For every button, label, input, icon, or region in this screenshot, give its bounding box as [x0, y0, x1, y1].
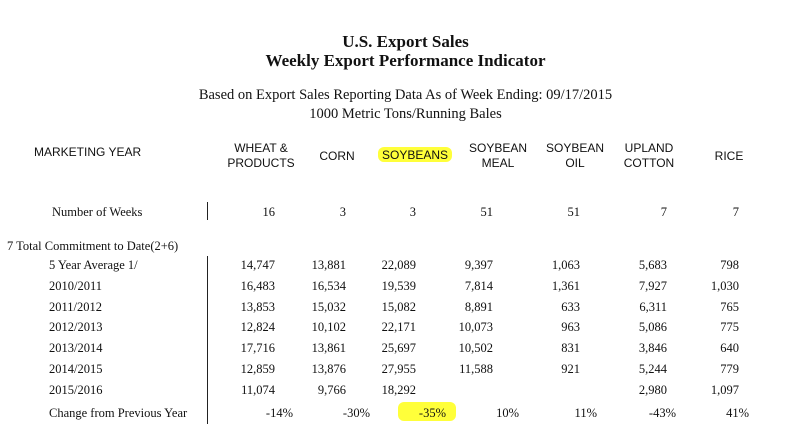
cell-soybeans: 27,955 [381, 362, 416, 376]
header-upland-cotton: UPLAND COTTON [614, 141, 684, 171]
cell-rice: 1,097 [710, 383, 739, 397]
header-marketing-year: MARKETING YEAR [34, 145, 142, 159]
row-label: 2013/2014 [49, 341, 103, 355]
cell-upland-cotton: 7,927 [638, 279, 667, 293]
change-upland-cotton: -43% [648, 406, 676, 420]
row-label: 2015/2016 [49, 383, 103, 397]
header-soybeans: SOYBEANS [381, 148, 449, 162]
change-wheat: -14% [265, 406, 293, 420]
header-upland-cotton-line1: UPLAND [624, 141, 674, 155]
cell-corn: 9,766 [317, 383, 346, 397]
report-subtitle: Weekly Export Performance Indicator [265, 51, 546, 70]
row-label: 2010/2011 [49, 279, 103, 293]
weeks-upland-cotton: 7 [660, 205, 667, 219]
header-soybean-oil-line2: OIL [565, 156, 585, 170]
header-corn: CORN [319, 149, 355, 163]
cell-corn: 13,881 [311, 258, 346, 272]
weeks-soybean-meal: 51 [480, 205, 494, 219]
cell-soybean-meal: 10,073 [458, 320, 493, 334]
header-soybean-oil-line1: SOYBEAN [545, 141, 605, 155]
cell-corn: 16,534 [311, 279, 346, 293]
cell-corn: 15,032 [311, 300, 346, 314]
cell-wheat: 14,747 [240, 258, 275, 272]
cell-upland-cotton: 6,311 [639, 300, 667, 314]
cell-wheat: 13,853 [240, 300, 275, 314]
cell-rice: 640 [720, 341, 739, 355]
cell-soybean-meal: 8,891 [464, 300, 493, 314]
cell-rice: 775 [720, 320, 739, 334]
change-soybean-oil: 11% [574, 406, 597, 420]
row-label: 2012/2013 [49, 320, 103, 334]
header-soybean-oil: SOYBEAN OIL [540, 141, 610, 171]
cell-soybean-oil: 633 [561, 300, 580, 314]
change-soybeans: -35% [418, 406, 446, 420]
cell-soybean-oil: 921 [561, 362, 580, 376]
cell-soybean-oil: 963 [561, 320, 580, 334]
cell-soybean-meal: 7,814 [464, 279, 493, 293]
row-label: 2014/2015 [49, 362, 103, 376]
header-wheat-line2: PRODUCTS [227, 156, 295, 170]
soybeans-highlight [378, 147, 452, 162]
cell-upland-cotton: 5,244 [638, 362, 667, 376]
cell-wheat: 11,074 [241, 383, 275, 397]
cell-rice: 765 [720, 300, 739, 314]
cell-soybean-oil: 1,361 [551, 279, 580, 293]
cell-soybeans: 15,082 [381, 300, 416, 314]
cell-soybeans: 18,292 [381, 383, 416, 397]
cell-upland-cotton: 3,846 [638, 341, 667, 355]
weeks-soybean-oil: 51 [567, 205, 581, 219]
report-title: U.S. Export Sales [342, 32, 469, 51]
cell-wheat: 12,824 [240, 320, 275, 334]
header-soybean-meal-line2: MEAL [481, 156, 515, 170]
row-label: 5 Year Average 1/ [49, 258, 138, 272]
header-rice: RICE [714, 149, 744, 163]
weeks-soybeans: 3 [409, 205, 416, 219]
header-wheat: WHEAT & PRODUCTS [222, 141, 300, 171]
cell-corn: 13,861 [311, 341, 346, 355]
section-label: 7 Total Commitment to Date(2+6) [7, 239, 179, 253]
cell-rice: 798 [720, 258, 739, 272]
weeks-divider [207, 202, 208, 220]
cell-upland-cotton: 2,980 [638, 383, 667, 397]
change-rice: 41% [726, 406, 749, 420]
cell-soybean-meal: 9,397 [464, 258, 493, 272]
cell-rice: 1,030 [710, 279, 739, 293]
change-label: Change from Previous Year [49, 406, 188, 420]
cell-corn: 13,876 [311, 362, 346, 376]
cell-upland-cotton: 5,086 [638, 320, 667, 334]
cell-upland-cotton: 5,683 [638, 258, 667, 272]
cell-soybean-meal: 10,502 [458, 341, 493, 355]
cell-wheat: 12,859 [240, 362, 275, 376]
cell-corn: 10,102 [311, 320, 346, 334]
change-soybean-meal: 10% [496, 406, 519, 420]
cell-soybeans: 22,089 [381, 258, 416, 272]
weeks-corn: 3 [339, 205, 346, 219]
header-upland-cotton-line2: COTTON [623, 156, 675, 170]
cell-soybean-meal: 11,588 [459, 362, 493, 376]
rows-divider [207, 256, 208, 424]
cell-soybean-oil: 1,063 [551, 258, 580, 272]
units-note: 1000 Metric Tons/Running Bales [309, 106, 502, 122]
reporting-basis: Based on Export Sales Reporting Data As … [198, 87, 613, 103]
weeks-wheat: 16 [262, 205, 276, 219]
row-label: 2011/2012 [49, 300, 103, 314]
header-wheat-line1: WHEAT & [234, 141, 288, 155]
cell-soybeans: 25,697 [381, 341, 416, 355]
change-soybeans-highlight [398, 402, 456, 421]
cell-soybeans: 19,539 [381, 279, 416, 293]
cell-wheat: 17,716 [240, 341, 275, 355]
weeks-rice: 7 [732, 205, 739, 219]
cell-soybeans: 22,171 [381, 320, 416, 334]
header-soybean-meal: SOYBEAN MEAL [462, 141, 534, 171]
cell-wheat: 16,483 [240, 279, 275, 293]
weeks-label: Number of Weeks [52, 205, 143, 219]
cell-soybean-oil: 831 [561, 341, 580, 355]
change-corn: -30% [342, 406, 370, 420]
header-soybean-meal-line1: SOYBEAN [468, 141, 528, 155]
cell-rice: 779 [720, 362, 739, 376]
